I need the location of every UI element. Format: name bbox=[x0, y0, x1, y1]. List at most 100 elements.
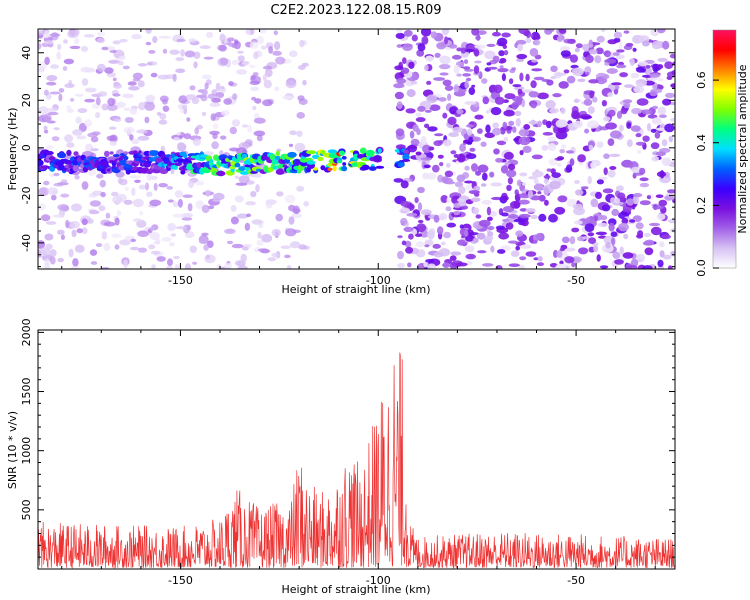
spectrogram-cell bbox=[180, 169, 186, 175]
spectrogram-cell bbox=[273, 30, 278, 36]
spectrogram-cell bbox=[341, 155, 347, 160]
spectrogram-cell bbox=[545, 100, 556, 109]
spectrogram-cell bbox=[169, 49, 180, 55]
spectrogram-cell bbox=[66, 105, 72, 112]
spectrogram-cell bbox=[497, 37, 508, 47]
spectrogram-cell bbox=[414, 197, 419, 204]
spectrogram-cell bbox=[521, 98, 526, 108]
spectrogram-cell bbox=[650, 226, 662, 236]
spectrogram-cell bbox=[148, 50, 156, 54]
spectrogram-cell bbox=[173, 255, 180, 260]
spectrogram-cell bbox=[644, 247, 654, 256]
spectrogram-plot-area bbox=[38, 29, 675, 269]
spectrogram-cell bbox=[560, 107, 566, 115]
spectrogram-cell bbox=[519, 256, 527, 261]
spectrogram-cell bbox=[469, 147, 476, 152]
spectrogram-cell bbox=[453, 154, 460, 158]
spectrogram-cell bbox=[224, 262, 232, 269]
spectrogram-cell bbox=[587, 120, 599, 129]
spectrogram-cell bbox=[230, 204, 237, 212]
spectrogram-cell bbox=[72, 129, 83, 136]
spectrogram-cell bbox=[515, 39, 527, 45]
spectrogram-cell bbox=[189, 245, 197, 253]
spectrogram-cell bbox=[519, 150, 524, 156]
spectrogram-cell bbox=[433, 251, 444, 258]
spectrogram-cell bbox=[458, 186, 466, 195]
spectrogram-cell bbox=[271, 252, 280, 258]
spectrogram-cell bbox=[66, 149, 72, 156]
spectrogram-cell bbox=[38, 106, 49, 115]
spectrogram-cell bbox=[213, 192, 225, 201]
spectrogram-cell bbox=[162, 48, 168, 54]
spectrogram-cell bbox=[45, 144, 54, 150]
snr-x-axis-label: Height of straight line (km) bbox=[281, 583, 430, 596]
spectrogram-cell bbox=[138, 102, 146, 111]
spectrogram-cell bbox=[95, 97, 101, 106]
spectrogram-cell bbox=[656, 29, 666, 34]
spectrogram-cell bbox=[608, 222, 615, 232]
spectrogram-cell bbox=[155, 238, 161, 245]
spectrogram-cell bbox=[632, 193, 643, 198]
spectrogram-cell bbox=[609, 166, 617, 170]
spectrogram-cell bbox=[80, 45, 88, 52]
spectrogram-cell bbox=[432, 243, 441, 249]
spectrogram-cell bbox=[556, 162, 562, 167]
spectrogram-cell bbox=[234, 175, 240, 179]
spectrogram-cell bbox=[525, 37, 532, 44]
spectrogram-cell bbox=[601, 29, 606, 33]
spectrogram-cell bbox=[129, 134, 134, 141]
spectrogram-cell bbox=[434, 133, 444, 137]
spectrogram-cell bbox=[233, 39, 239, 45]
spectrogram-cell bbox=[212, 133, 218, 140]
spectrogram-cell bbox=[497, 68, 509, 73]
spectrogram-x-axis-label: Height of straight line (km) bbox=[281, 283, 430, 296]
spectrogram-cell bbox=[105, 212, 111, 219]
spectrogram-cell bbox=[103, 221, 116, 227]
spectrogram-cell bbox=[637, 230, 644, 238]
spectrogram-cell bbox=[658, 114, 667, 119]
spectrogram-cell bbox=[535, 233, 543, 240]
spectrogram-cell bbox=[262, 73, 267, 82]
spectrogram-cell bbox=[462, 66, 471, 70]
spectrogram-cell bbox=[516, 53, 528, 60]
spectrogram-cell bbox=[546, 120, 552, 129]
spectrogram-cell bbox=[584, 128, 590, 134]
spectrogram-cell bbox=[548, 213, 558, 223]
spectrogram-cell bbox=[249, 80, 260, 86]
spectrogram-cell bbox=[237, 55, 245, 62]
spectrogram-cell bbox=[123, 107, 132, 112]
spectrogram-cell bbox=[209, 130, 220, 135]
spectrogram-cell bbox=[601, 204, 611, 212]
spectrogram-cell bbox=[89, 200, 101, 207]
spectrogram-cell bbox=[112, 154, 120, 157]
spectrogram-cell bbox=[148, 244, 156, 250]
spectrogram-cell bbox=[502, 206, 515, 213]
spectrogram-cell bbox=[234, 162, 241, 168]
spectrogram-cell bbox=[549, 108, 559, 114]
spectrogram-cell bbox=[145, 94, 156, 103]
spectrogram-cell bbox=[248, 64, 256, 69]
spectrogram-cell bbox=[296, 130, 303, 137]
spectrogram-cell bbox=[574, 180, 580, 184]
spectrogram-cell bbox=[271, 228, 281, 237]
spectrogram-cell bbox=[587, 106, 595, 114]
spectrogram-cell bbox=[254, 159, 259, 163]
spectrogram-cell bbox=[497, 249, 506, 254]
spectrogram-cell bbox=[464, 101, 477, 105]
spectrogram-cell bbox=[41, 214, 51, 222]
spectrogram-cell bbox=[656, 78, 664, 82]
spectrogram-cell bbox=[51, 194, 57, 201]
spectrogram-cell bbox=[174, 190, 184, 198]
spectrogram-cell bbox=[446, 222, 457, 228]
spectrogram-cell bbox=[402, 153, 410, 161]
spectrogram-cell bbox=[138, 63, 148, 67]
spectrogram-cell bbox=[547, 136, 556, 142]
spectrogram-cell bbox=[260, 45, 267, 50]
spectrogram-cell bbox=[616, 64, 627, 69]
spectrogram-cell bbox=[443, 231, 451, 239]
spectrogram-cell bbox=[602, 74, 610, 80]
spectrogram-cell bbox=[396, 78, 406, 84]
spectrogram-cell bbox=[506, 169, 517, 178]
spectrogram-cell bbox=[137, 80, 145, 88]
spectrogram-cell bbox=[198, 239, 210, 244]
